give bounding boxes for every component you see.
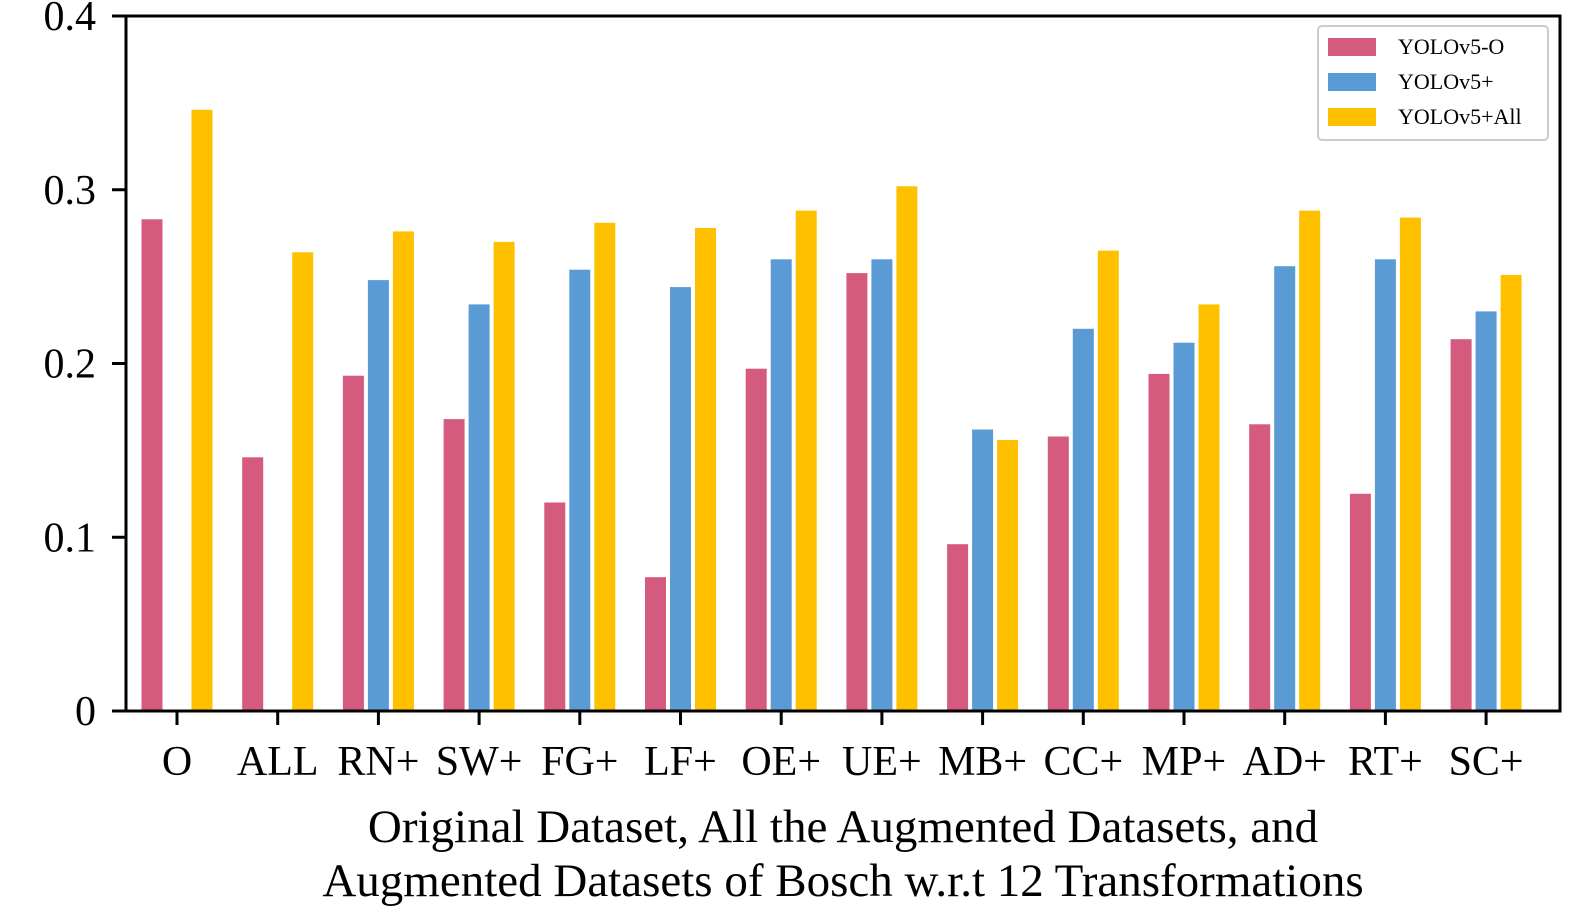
bar-yolov5-all-oe: [795, 210, 817, 711]
legend-label: YOLOv5+: [1398, 69, 1494, 94]
x-tick-label: ALL: [237, 739, 319, 785]
bar-yolov5--mb: [972, 429, 994, 711]
y-tick-label: 0.4: [44, 0, 97, 40]
bar-yolov5--sw: [468, 304, 490, 711]
bar-yolov5-all-rt: [1399, 217, 1421, 711]
bar-yolov5--sc: [1475, 311, 1497, 711]
bar-yolov5--oe: [770, 259, 792, 712]
x-tick-label: SW+: [436, 739, 523, 785]
bar-yolov5-all-fg: [594, 222, 616, 712]
x-tick-label: O: [162, 739, 192, 785]
y-tick-label: 0.1: [44, 515, 97, 561]
bar-yolov5-o-cc: [1047, 436, 1069, 711]
bar-yolov5-all-cc: [1097, 250, 1119, 711]
bar-yolov5-all-rn: [392, 231, 414, 711]
bar-yolov5-all-lf: [695, 228, 716, 711]
bar-yolov5--ad: [1274, 266, 1296, 711]
bar-yolov5-o-all: [242, 457, 264, 711]
y-tick-label: 0.2: [44, 342, 97, 388]
y-tick-label: 0.3: [44, 168, 97, 214]
bar-yolov5-o-ad: [1249, 424, 1271, 711]
bar-yolov5-all-ue: [896, 186, 918, 712]
legend-swatch: [1328, 108, 1376, 126]
x-tick-label: LF+: [644, 739, 717, 785]
y-ticks-group: 0 0.1 0.2 0.3 0.4: [44, 0, 126, 735]
bar-yolov5-o-lf: [645, 577, 666, 711]
y-tick-label: 0: [75, 689, 96, 735]
bar-yolov5--rt: [1374, 259, 1396, 712]
bar-yolov5-all-o: [191, 109, 213, 712]
legend-swatch: [1328, 73, 1376, 91]
x-tick-label: RT+: [1348, 739, 1423, 785]
bar-yolov5-o-o: [141, 219, 163, 712]
x-axis-label-line: Original Dataset, All the Augmented Data…: [368, 801, 1318, 853]
x-tick-label: CC+: [1043, 739, 1123, 785]
bar-yolov5-o-sw: [443, 419, 465, 711]
bar-yolov5-all-sc: [1500, 274, 1522, 711]
legend-label: YOLOv5-O: [1398, 34, 1504, 59]
legend-label: YOLOv5+All: [1398, 104, 1522, 129]
x-axis-label: Original Dataset, All the Augmented Data…: [322, 801, 1363, 907]
bar-yolov5-all-mp: [1198, 304, 1220, 711]
x-tick-label: UE+: [842, 739, 922, 785]
bar-yolov5-o-mp: [1148, 373, 1170, 711]
x-tick-label: RN+: [337, 739, 419, 785]
bar-yolov5-o-sc: [1450, 339, 1472, 711]
bar-yolov5-o-oe: [745, 368, 767, 711]
bar-yolov5--rn: [367, 280, 389, 711]
x-ticks-group: O ALL RN+ SW+ FG+ LF+ OE+ UE+ MB+ CC+ MP+ AD+ RT+ SC+: [162, 711, 1524, 785]
x-tick-label: MB+: [938, 739, 1027, 785]
x-axis-label-line: Augmented Datasets of Bosch w.r.t 12 Tra…: [322, 855, 1363, 907]
bar-yolov5--lf: [670, 287, 691, 711]
bar-yolov5-o-rt: [1349, 493, 1371, 711]
x-tick-label: AD+: [1243, 739, 1327, 785]
bar-yolov5--cc: [1072, 328, 1094, 711]
bar-yolov5-all-sw: [493, 241, 515, 711]
x-tick-label: FG+: [541, 739, 618, 785]
bar-yolov5--ue: [871, 259, 893, 712]
bar-yolov5--fg: [569, 269, 591, 711]
bar-yolov5-all-ad: [1299, 210, 1321, 711]
bar-yolov5-o-ue: [846, 273, 868, 711]
bars-group: [141, 109, 1522, 712]
legend-swatch: [1328, 38, 1376, 56]
bar-yolov5-o-mb: [947, 544, 969, 711]
x-tick-label: SC+: [1449, 739, 1524, 785]
bar-yolov5--mp: [1173, 342, 1195, 711]
x-tick-label: MP+: [1142, 739, 1226, 785]
bar-yolov5-o-rn: [342, 375, 364, 711]
x-tick-label: OE+: [741, 739, 821, 785]
legend: YOLOv5-O YOLOv5+ YOLOv5+All: [1317, 25, 1549, 141]
bar-yolov5-all-mb: [997, 440, 1019, 711]
bar-yolov5-o-fg: [544, 502, 566, 711]
bar-yolov5-all-all: [292, 252, 314, 712]
